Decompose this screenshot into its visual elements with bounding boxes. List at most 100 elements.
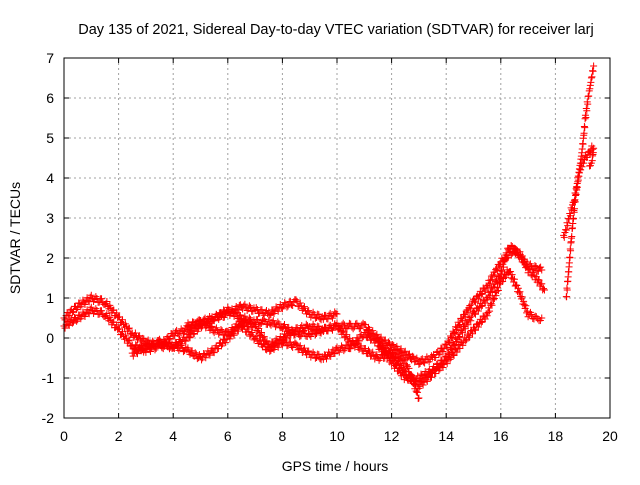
data-point: [432, 354, 440, 362]
data-point: [534, 267, 542, 275]
data-point: [572, 185, 580, 193]
data-point: [446, 350, 454, 358]
data-point: [516, 250, 524, 258]
data-point: [74, 316, 82, 324]
data-point: [464, 309, 472, 317]
data-point: [232, 303, 240, 311]
data-point: [572, 192, 580, 200]
data-point: [134, 350, 141, 358]
data-point: [450, 342, 458, 350]
data-point: [151, 342, 159, 350]
data-point: [283, 327, 291, 335]
data-point: [577, 166, 585, 174]
data-point: [254, 316, 262, 324]
data-point: [585, 92, 593, 100]
data-point: [498, 268, 506, 276]
data-point: [395, 364, 403, 372]
data-point: [507, 268, 515, 276]
data-point: [570, 199, 578, 207]
data-point: [459, 329, 467, 337]
data-point: [439, 347, 447, 355]
series-track-2: [60, 266, 546, 392]
data-point: [300, 344, 308, 352]
data-point: [400, 356, 408, 364]
data-point: [415, 360, 423, 368]
data-point: [343, 331, 351, 339]
data-point: [355, 325, 363, 333]
data-point: [274, 343, 282, 351]
data-point: [103, 297, 111, 305]
data-point: [266, 347, 274, 355]
data-point: [189, 330, 197, 338]
data-point: [369, 327, 377, 335]
data-point: [81, 300, 89, 308]
data-point: [562, 226, 570, 234]
x-tick-label: 20: [602, 428, 618, 444]
data-point: [289, 344, 297, 352]
y-tick-label: 6: [46, 90, 54, 106]
data-point: [474, 295, 482, 303]
data-point: [491, 271, 499, 279]
data-point: [435, 363, 443, 371]
data-point: [565, 215, 573, 223]
data-point: [486, 292, 494, 300]
data-point: [296, 299, 304, 307]
data-point: [252, 304, 260, 312]
data-point: [516, 288, 524, 296]
data-point: [390, 342, 398, 350]
x-tick-label: 6: [224, 428, 232, 444]
data-point: [275, 320, 283, 328]
data-point: [568, 232, 576, 240]
y-tick-label: 7: [46, 50, 54, 66]
data-point: [351, 341, 359, 349]
data-point: [164, 343, 172, 351]
data-point: [580, 159, 588, 167]
data-point: [401, 347, 409, 355]
data-point: [470, 297, 478, 305]
data-point: [184, 344, 192, 352]
data-point: [110, 318, 118, 326]
data-point: [531, 262, 539, 270]
data-point: [182, 337, 190, 345]
data-point: [490, 296, 498, 304]
data-point: [452, 323, 460, 331]
data-point: [217, 325, 225, 333]
data-point: [532, 273, 540, 281]
data-point: [508, 271, 516, 279]
data-point: [510, 275, 518, 283]
data-point: [152, 340, 160, 348]
data-point: [586, 85, 594, 93]
data-point: [456, 344, 464, 352]
data-point: [575, 172, 583, 180]
x-tick-label: 18: [548, 428, 564, 444]
data-point: [397, 345, 405, 353]
data-point: [335, 348, 343, 356]
data-point: [458, 327, 466, 335]
data-point: [409, 352, 417, 360]
plot-frame: [63, 57, 611, 419]
data-point: [563, 286, 571, 294]
data-point: [507, 274, 515, 282]
data-point: [520, 297, 528, 305]
data-point: [234, 327, 242, 335]
data-point: [340, 321, 348, 329]
data-point: [339, 319, 347, 327]
data-point: [125, 336, 133, 344]
y-tick-label: 3: [46, 210, 54, 226]
data-point: [179, 330, 187, 338]
data-point: [584, 100, 592, 108]
data-point: [538, 314, 546, 322]
data-point: [465, 332, 473, 340]
data-point: [564, 222, 572, 230]
data-point: [186, 350, 194, 358]
data-point: [573, 183, 581, 191]
data-point: [333, 310, 341, 318]
data-point: [523, 258, 531, 266]
data-point: [83, 306, 91, 314]
data-point: [492, 266, 500, 274]
data-point: [219, 340, 227, 348]
data-point: [450, 351, 458, 359]
data-point: [415, 394, 423, 402]
data-point: [483, 312, 491, 320]
